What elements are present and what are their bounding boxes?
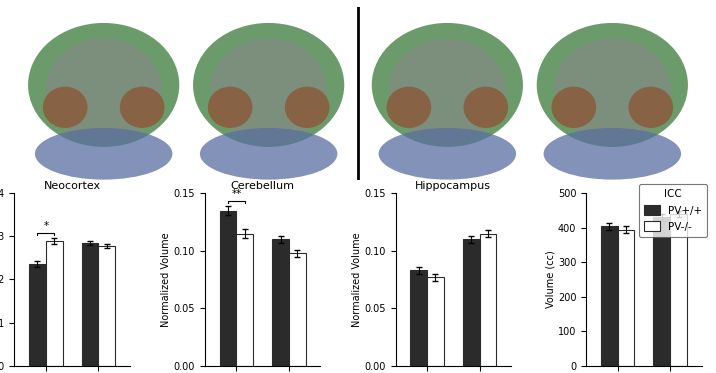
Ellipse shape (43, 87, 87, 128)
Bar (98, 246, 115, 366)
Bar (410, 270, 427, 366)
Bar (670, 214, 687, 366)
Ellipse shape (35, 128, 173, 180)
Ellipse shape (389, 38, 505, 142)
Ellipse shape (554, 38, 671, 142)
Ellipse shape (285, 87, 329, 128)
Bar (654, 217, 670, 366)
Ellipse shape (208, 87, 253, 128)
Bar (480, 233, 496, 366)
Y-axis label: Normalized Volume: Normalized Volume (352, 232, 362, 327)
Text: **: ** (231, 189, 241, 199)
Ellipse shape (45, 38, 162, 142)
Title: Cerebellum: Cerebellum (231, 181, 295, 191)
Bar (601, 226, 618, 366)
Legend: PV+/+, PV-/-: PV+/+, PV-/- (639, 184, 707, 237)
Ellipse shape (537, 23, 688, 147)
Ellipse shape (120, 87, 165, 128)
Bar (463, 239, 480, 366)
Ellipse shape (629, 87, 673, 128)
Text: *: * (43, 221, 49, 231)
Ellipse shape (379, 128, 516, 180)
Bar (29, 264, 46, 366)
Y-axis label: Normalized Volume: Normalized Volume (161, 232, 171, 327)
Title: Neocortex: Neocortex (44, 181, 101, 191)
Bar (427, 277, 444, 366)
Ellipse shape (387, 87, 431, 128)
Text: a: a (21, 16, 29, 29)
Bar (220, 211, 236, 366)
Ellipse shape (200, 128, 337, 180)
Bar (46, 241, 62, 366)
Bar (289, 253, 306, 366)
Ellipse shape (543, 128, 681, 180)
Bar (236, 233, 253, 366)
Ellipse shape (28, 23, 179, 147)
Bar (272, 239, 289, 366)
Bar (82, 243, 98, 366)
Ellipse shape (463, 87, 508, 128)
Ellipse shape (551, 87, 596, 128)
Ellipse shape (211, 38, 327, 142)
Y-axis label: Volume (cc): Volume (cc) (545, 251, 555, 308)
Ellipse shape (372, 23, 523, 147)
Title: Hippocampus: Hippocampus (415, 181, 491, 191)
Bar (618, 229, 634, 366)
Ellipse shape (193, 23, 344, 147)
